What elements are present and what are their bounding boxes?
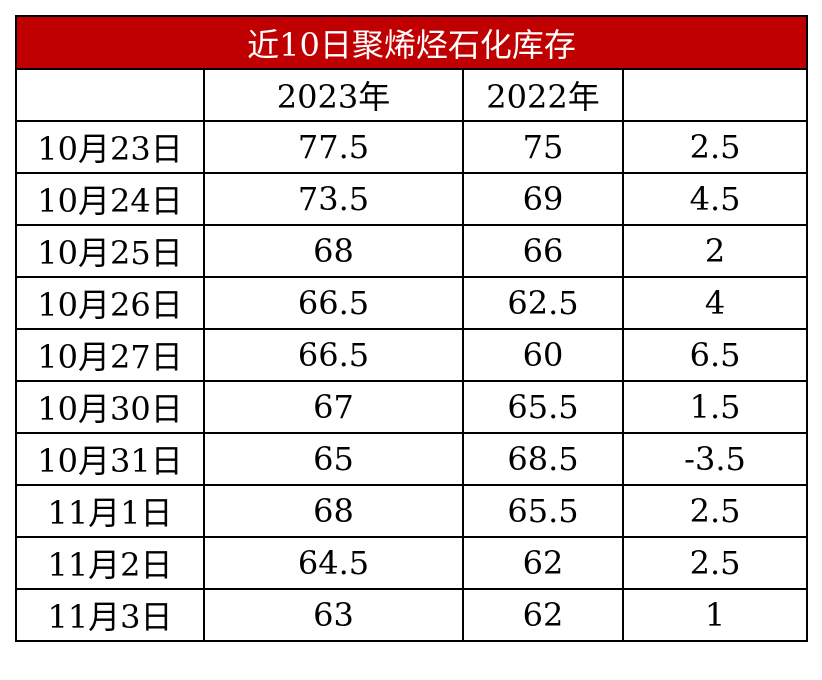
- title-row: 近10日聚烯烃石化库存: [14, 15, 809, 70]
- date-cell: 10月31日: [15, 432, 205, 486]
- value-cell: 62: [462, 588, 624, 642]
- data-row: 11月1日 68 65.5 2.5: [15, 484, 809, 538]
- table-title: 近10日聚烯烃石化库存: [14, 15, 809, 70]
- data-row: 11月3日 63 62 1: [15, 588, 809, 642]
- table-body: 近10日聚烯烃石化库存 2023年 2022年 10月23日 77.5 75 2.5 1…: [14, 15, 809, 642]
- data-row: 10月30日 67 65.5 1.5: [15, 380, 809, 434]
- value-cell: 2: [621, 224, 809, 278]
- value-cell: 2.5: [621, 536, 809, 590]
- header-cell: 2023年: [203, 68, 464, 122]
- data-row: 10月23日 77.5 75 2.5: [15, 120, 809, 174]
- value-cell: 65.5: [462, 484, 624, 538]
- date-cell: 10月25日: [15, 224, 205, 278]
- data-row: 11月2日 64.5 62 2.5: [15, 536, 809, 590]
- date-cell: 11月1日: [15, 484, 205, 538]
- header-cell: [621, 68, 809, 122]
- header-row: 2023年 2022年: [15, 68, 809, 122]
- date-cell: 10月23日: [15, 120, 205, 174]
- value-cell: 65.5: [462, 380, 624, 434]
- value-cell: 4: [621, 276, 809, 330]
- value-cell: 63: [203, 588, 464, 642]
- header-cell: [15, 68, 205, 122]
- data-row: 10月26日 66.5 62.5 4: [15, 276, 809, 330]
- value-cell: 75: [462, 120, 624, 174]
- value-cell: 62: [462, 536, 624, 590]
- data-row: 10月31日 65 68.5 -3.5: [15, 432, 809, 486]
- value-cell: 66: [462, 224, 624, 278]
- value-cell: 4.5: [621, 172, 809, 226]
- value-cell: 62.5: [462, 276, 624, 330]
- value-cell: 65: [203, 432, 464, 486]
- value-cell: 6.5: [621, 328, 809, 382]
- value-cell: 73.5: [203, 172, 464, 226]
- date-cell: 11月2日: [15, 536, 205, 590]
- date-cell: 10月26日: [15, 276, 205, 330]
- value-cell: 67: [203, 380, 464, 434]
- value-cell: 2.5: [621, 120, 809, 174]
- value-cell: 1: [621, 588, 809, 642]
- value-cell: 68.5: [462, 432, 624, 486]
- data-row: 10月27日 66.5 60 6.5: [15, 328, 809, 382]
- value-cell: 69: [462, 172, 624, 226]
- value-cell: 1.5: [621, 380, 809, 434]
- value-cell: 77.5: [203, 120, 464, 174]
- date-cell: 10月24日: [15, 172, 205, 226]
- value-cell: 66.5: [203, 276, 464, 330]
- value-cell: 68: [203, 224, 464, 278]
- value-cell: -3.5: [621, 432, 809, 486]
- date-cell: 11月3日: [15, 588, 205, 642]
- value-cell: 2.5: [621, 484, 809, 538]
- data-row: 10月24日 73.5 69 4.5: [15, 172, 809, 226]
- value-cell: 68: [203, 484, 464, 538]
- value-cell: 66.5: [203, 328, 464, 382]
- value-cell: 60: [462, 328, 624, 382]
- header-cell: 2022年: [462, 68, 624, 122]
- value-cell: 64.5: [203, 536, 464, 590]
- data-row: 10月25日 68 66 2: [15, 224, 809, 278]
- date-cell: 10月30日: [15, 380, 205, 434]
- date-cell: 10月27日: [15, 328, 205, 382]
- inventory-table: 近10日聚烯烃石化库存 2023年 2022年 10月23日 77.5 75 2.5 1…: [14, 15, 809, 642]
